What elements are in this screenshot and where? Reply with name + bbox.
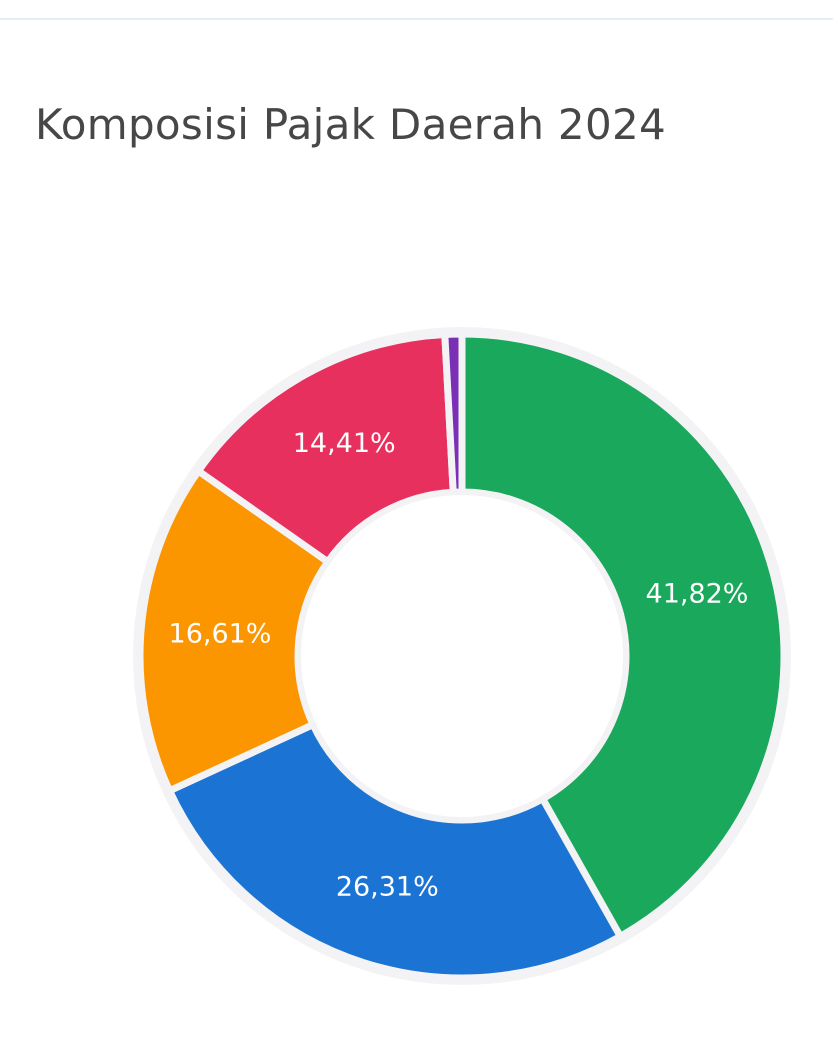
top-divider bbox=[0, 18, 833, 20]
slice-label-3: 16,61% bbox=[169, 619, 272, 650]
donut-slice-2[interactable] bbox=[164, 719, 626, 982]
slice-label-1: 41,82% bbox=[646, 579, 749, 610]
donut-slice-1[interactable] bbox=[458, 330, 788, 942]
donut-slices bbox=[133, 327, 791, 985]
slice-label-2: 26,31% bbox=[336, 872, 439, 903]
donut-slice-3[interactable] bbox=[136, 466, 333, 796]
donut-hole bbox=[301, 495, 623, 817]
donut-slice-5[interactable] bbox=[441, 330, 466, 496]
donut-labels: 41,82% 26,31% 16,61% 14,41% bbox=[169, 428, 749, 903]
chart-title: Komposisi Pajak Daerah 2024 bbox=[35, 100, 667, 149]
donut-slice-4[interactable] bbox=[193, 330, 457, 567]
slice-label-4: 14,41% bbox=[293, 428, 396, 459]
